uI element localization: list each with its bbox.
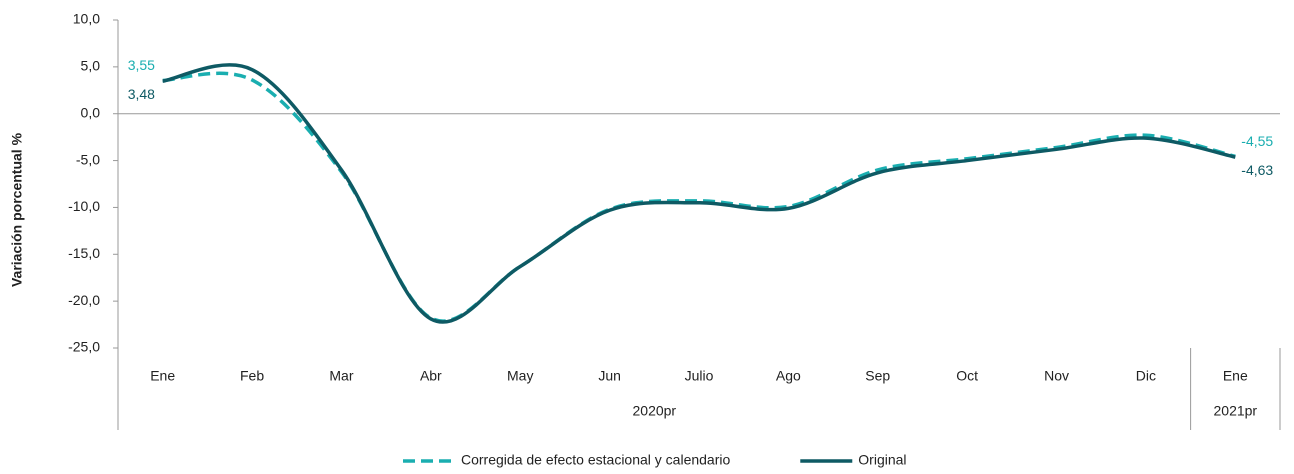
x-tick-label: Nov <box>1044 368 1069 384</box>
x-tick-label: Julio <box>685 368 714 384</box>
value-label: 3,48 <box>128 86 155 102</box>
x-tick-label: Ene <box>150 368 175 384</box>
x-tick-label: Mar <box>329 368 353 384</box>
x-tick-label: Sep <box>865 368 890 384</box>
y-tick-label: -20,0 <box>68 292 100 308</box>
y-tick-label: 10,0 <box>73 11 100 27</box>
value-label: -4,63 <box>1241 162 1273 178</box>
x-tick-label: Feb <box>240 368 264 384</box>
legend-label: Corregida de efecto estacional y calenda… <box>461 452 730 468</box>
x-tick-label: Dic <box>1136 368 1156 384</box>
x-tick-label: Ago <box>776 368 801 384</box>
y-tick-label: -25,0 <box>68 339 100 355</box>
y-tick-label: -5,0 <box>76 151 100 167</box>
x-tick-label: Abr <box>420 368 442 384</box>
y-tick-label: -10,0 <box>68 198 100 214</box>
y-tick-label: 0,0 <box>81 104 101 120</box>
y-axis-label: Variación porcentual % <box>9 132 25 287</box>
group-label: 2021pr <box>1214 403 1258 419</box>
y-tick-label: 5,0 <box>81 58 101 74</box>
legend-label: Original <box>858 452 906 468</box>
series-line <box>162 71 1236 323</box>
group-label: 2020pr <box>633 403 677 419</box>
y-tick-label: -15,0 <box>68 245 100 261</box>
value-label: -4,55 <box>1241 133 1273 149</box>
x-tick-label: Ene <box>1223 368 1248 384</box>
x-tick-label: May <box>507 368 533 384</box>
series-line <box>162 63 1236 324</box>
x-tick-label: Jun <box>598 368 621 384</box>
value-label: 3,55 <box>128 57 155 73</box>
x-tick-label: Oct <box>956 368 978 384</box>
